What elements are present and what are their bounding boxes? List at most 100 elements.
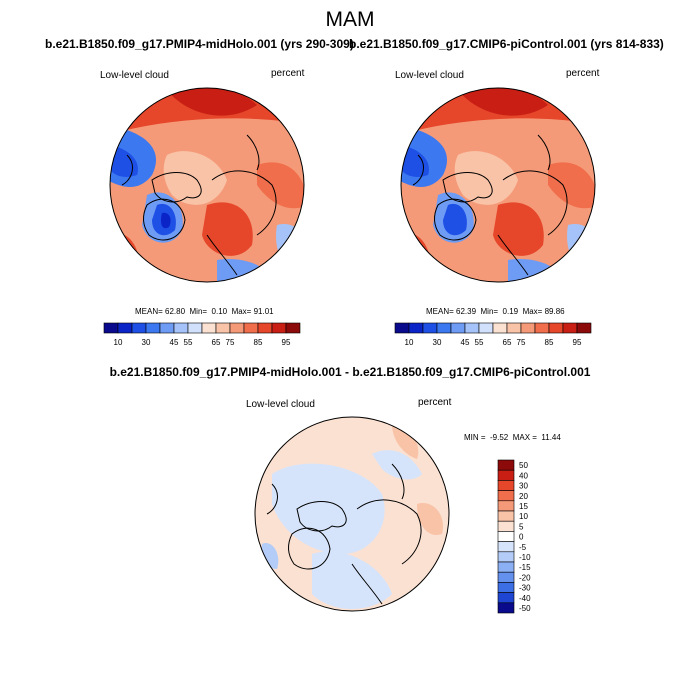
stat-max: 89.86 <box>544 307 565 316</box>
colorbar-swatch <box>145 322 161 334</box>
map-fill <box>276 224 304 268</box>
coastline <box>442 172 493 203</box>
coastline <box>391 463 405 500</box>
map-border <box>109 87 305 283</box>
colorbar-swatch <box>497 541 515 553</box>
stat-max-label: Max= <box>522 307 543 316</box>
colorbar-tick-label: -15 <box>519 563 531 572</box>
stat-max: 91.01 <box>253 307 274 316</box>
colorbar-swatch <box>285 322 301 334</box>
map-fill <box>312 551 392 609</box>
colorbar-swatch <box>497 551 515 563</box>
colorbar-tick-label: -40 <box>519 594 531 603</box>
colorbar-swatch <box>436 322 452 334</box>
colorbar-swatch <box>408 322 424 334</box>
coastline <box>121 154 133 186</box>
colorbar-swatch <box>187 322 203 334</box>
map-fill <box>548 162 595 209</box>
stat-max: 11.44 <box>541 433 561 442</box>
stat-mean: 62.80 <box>165 307 186 316</box>
colorbar-swatch <box>257 322 273 334</box>
stat-min: 0.10 <box>211 307 228 316</box>
colorbar-swatch <box>497 459 515 471</box>
colorbar-swatch <box>103 322 119 334</box>
colorbar-tick-label: 95 <box>573 338 582 347</box>
colorbar-swatch <box>497 592 515 604</box>
left-case-title: b.e21.B1850.f09_g17.PMIP4-midHolo.001 (y… <box>45 37 354 51</box>
colorbar-swatch <box>497 561 515 573</box>
coastline <box>266 483 278 515</box>
colorbar-swatch <box>117 322 133 334</box>
diff-map-stats: MIN = -9.52 MAX = 11.44 <box>464 433 561 442</box>
coastline <box>537 134 551 171</box>
colorbar-swatch <box>497 500 515 512</box>
stat-min: 0.19 <box>502 307 519 316</box>
map-fill <box>392 424 419 459</box>
map-fill <box>458 88 548 116</box>
coastline <box>296 501 347 532</box>
colorbar-swatch <box>464 322 480 334</box>
colorbar-swatch <box>131 322 147 334</box>
colorbar-swatch <box>478 322 494 334</box>
left-polar-map <box>109 87 305 283</box>
colorbar-tick-label: 10 <box>114 338 123 347</box>
coastline <box>151 172 202 203</box>
colorbar-tick-label: 30 <box>433 338 442 347</box>
colorbar-tick-label: 50 <box>519 461 528 470</box>
stat-min-label: MIN = <box>464 433 486 442</box>
map-fill <box>167 88 257 116</box>
diff-map-variable-label: Low-level cloud <box>246 399 315 410</box>
colorbar-tick-label: 75 <box>226 338 235 347</box>
map-fill <box>443 203 467 236</box>
colorbar-tick-label: -20 <box>519 573 531 582</box>
coastline <box>288 527 331 570</box>
season-title: MAM <box>325 8 375 31</box>
right-map-stats: MEAN= 62.39 Min= 0.19 Max= 89.86 <box>426 307 565 316</box>
colorbar-tick-label: 45 <box>170 338 179 347</box>
colorbar-tick-label: 15 <box>519 502 528 511</box>
stat-min: -9.52 <box>490 433 509 442</box>
stat-max-label: Max= <box>231 307 252 316</box>
colorbar-swatch <box>497 480 515 491</box>
colorbar-swatch <box>520 322 536 334</box>
map-fill <box>257 162 304 209</box>
map-fill <box>272 463 385 554</box>
coastline <box>502 170 568 236</box>
map-fill <box>160 212 171 229</box>
map-border <box>254 416 450 612</box>
stat-max-label: MAX = <box>512 433 537 442</box>
coastline <box>356 499 422 565</box>
coastline <box>434 198 477 241</box>
colorbar-swatch <box>576 322 592 334</box>
left-map-stats: MEAN= 62.80 Min= 0.10 Max= 91.01 <box>135 307 274 316</box>
colorbar-tick-label: 65 <box>212 338 221 347</box>
colorbar-tick-label: -50 <box>519 604 531 613</box>
difference-title: b.e21.B1850.f09_g17.PMIP4-midHolo.001 - … <box>109 365 591 379</box>
map-fill <box>417 503 443 535</box>
colorbar-tick-label: 75 <box>517 338 526 347</box>
colorbar-tick-label: -30 <box>519 584 531 593</box>
coastline <box>497 234 529 276</box>
left-map-units-label: percent <box>271 68 305 79</box>
colorbar-swatch <box>497 582 515 593</box>
colorbar-swatch <box>450 322 466 334</box>
colorbar-swatch <box>497 490 515 502</box>
right-polar-map <box>400 87 596 283</box>
colorbar-swatch <box>271 322 287 334</box>
colorbar-tick-label: 85 <box>254 338 263 347</box>
coastline <box>206 234 238 276</box>
stat-min-label: Min= <box>480 307 499 316</box>
right-colorbar: 10 30 45 55 65 75 85 95 <box>394 322 592 347</box>
left-colorbar: 10 30 45 55 65 75 85 95 <box>103 322 301 347</box>
colorbar-tick-label: 40 <box>519 471 528 480</box>
colorbar-tick-label: -5 <box>519 543 527 552</box>
colorbar-swatch <box>243 322 259 334</box>
stat-mean-label: MEAN= <box>135 307 163 316</box>
colorbar-tick-label: 30 <box>519 482 528 491</box>
colorbar-swatch <box>497 602 515 614</box>
colorbar-tick-label: 45 <box>461 338 470 347</box>
colorbar-tick-label: 30 <box>142 338 151 347</box>
left-map-variable-label: Low-level cloud <box>100 70 169 81</box>
map-fill <box>372 450 422 480</box>
